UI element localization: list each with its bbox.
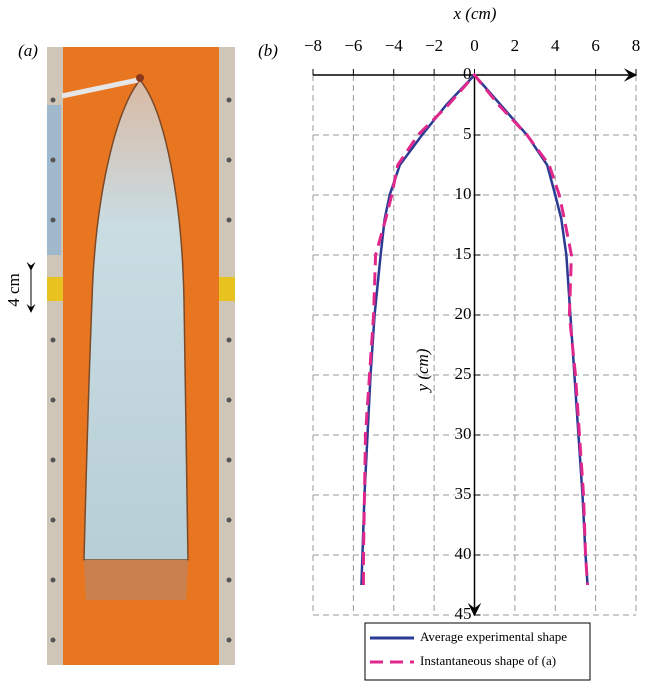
- y-tick-label: 0: [463, 64, 472, 83]
- scale-label: 4 cm: [4, 273, 23, 307]
- y-tick-label: 10: [455, 184, 472, 203]
- x-tick-label: 6: [591, 36, 600, 55]
- legend: [364, 622, 591, 681]
- y-tick-label: 40: [455, 544, 472, 563]
- x-tick-label: 8: [632, 36, 641, 55]
- y-tick-label: 20: [455, 304, 472, 323]
- panel-label: (a): [18, 41, 38, 60]
- x-tick-label: 4: [551, 36, 560, 55]
- y-axis-label: y (cm): [413, 348, 432, 393]
- y-tick-label: 15: [455, 244, 472, 263]
- y-tick-label: 25: [455, 364, 472, 383]
- x-tick-label: −2: [425, 36, 443, 55]
- x-tick-label: −4: [385, 36, 404, 55]
- y-tick-label: 45: [455, 604, 472, 623]
- x-tick-label: 0: [470, 36, 479, 55]
- x-tick-label: 2: [511, 36, 520, 55]
- x-axis-label: x (cm): [453, 4, 497, 23]
- x-tick-label: −8: [304, 36, 322, 55]
- legend-label: Average experimental shape: [420, 629, 567, 644]
- series-line: [361, 72, 590, 586]
- panel-label: (b): [258, 41, 278, 60]
- y-tick-label: 5: [463, 124, 472, 143]
- y-tick-label: 30: [455, 424, 472, 443]
- legend-label: Instantaneous shape of (a): [420, 653, 556, 668]
- photo: [47, 47, 235, 665]
- y-tick-label: 35: [455, 484, 472, 503]
- x-tick-label: −6: [344, 36, 362, 55]
